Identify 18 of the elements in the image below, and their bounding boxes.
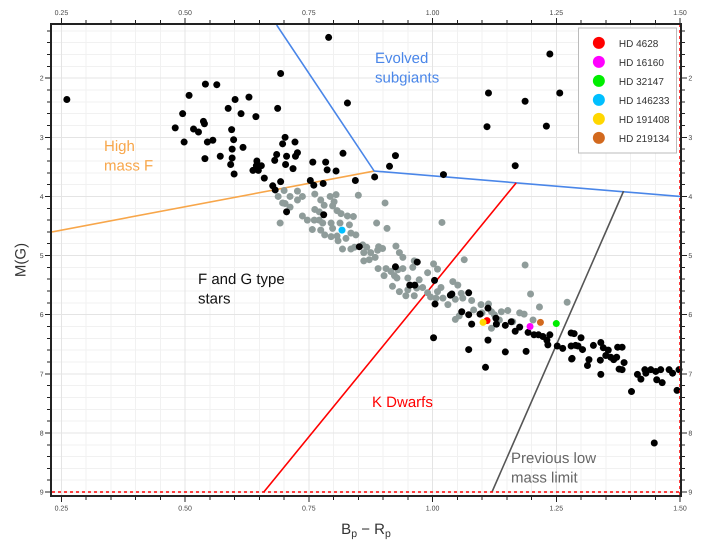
point: [526, 323, 534, 330]
annotation: F and G type stars: [198, 271, 285, 308]
point: [552, 320, 560, 328]
x-axis-title: B$_{p}$ − R$_{p}$: [341, 520, 391, 540]
point: [338, 226, 346, 234]
y-axis-title: M(G): [12, 242, 30, 278]
legend-label: HD 146233: [618, 96, 670, 107]
point: [480, 318, 487, 326]
legend-label: HD 191408: [618, 114, 670, 126]
annotation: Evolved subgiants: [375, 50, 440, 86]
legend-label: HD 32147: [618, 76, 664, 88]
point: [536, 318, 544, 326]
annotation: High mass F: [104, 138, 154, 174]
legend-label: HD 16160: [618, 58, 664, 69]
annotation: K Dwarfs: [372, 394, 433, 411]
legend-label: HD 219134: [618, 134, 670, 145]
legend-label: HD 4628: [618, 38, 659, 50]
annotation: Previous low mass limit: [511, 450, 596, 486]
